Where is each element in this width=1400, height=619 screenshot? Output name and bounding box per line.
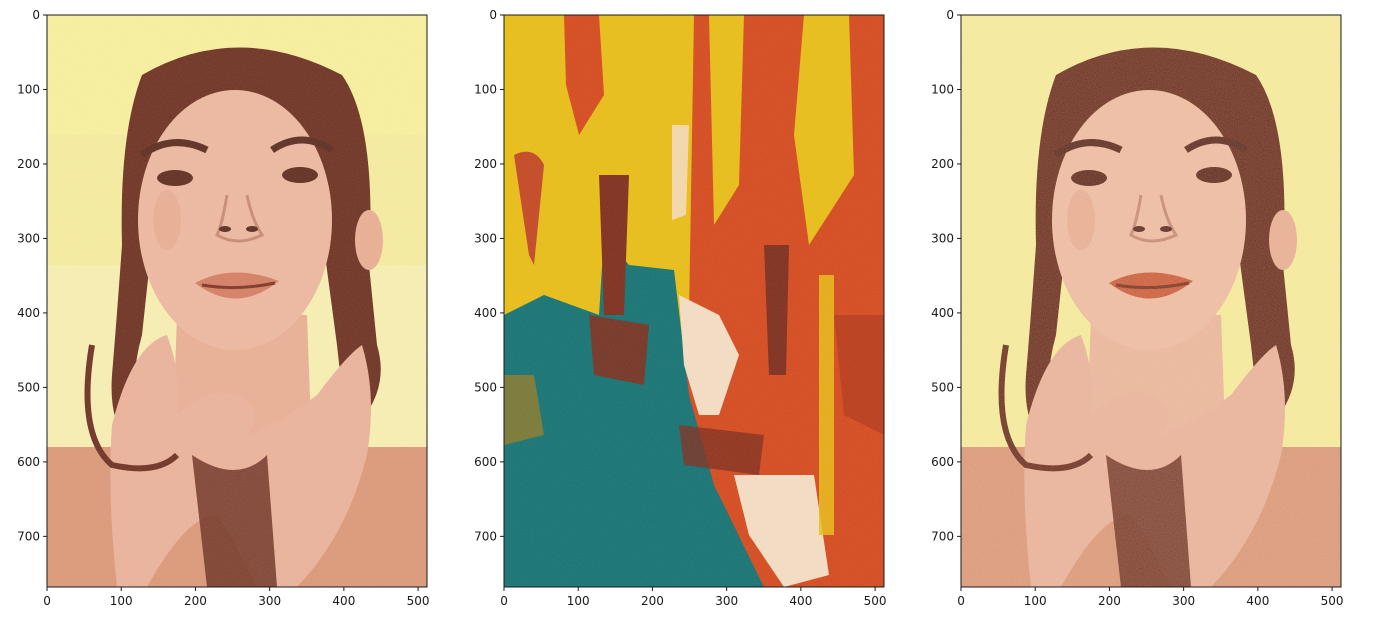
y-tick-label: 100	[474, 82, 497, 96]
x-tick-label: 200	[641, 594, 664, 608]
y-tick-label: 500	[931, 380, 954, 394]
panel-1: 0 100 200 300 400 500 600 700 0 100 200 300 400 500	[17, 8, 429, 608]
axes-frame	[960, 14, 1342, 588]
x-tick-label: 500	[1321, 594, 1344, 608]
portrait-stylized-image	[961, 15, 1341, 587]
y-tick-label: 700	[474, 529, 497, 543]
x-tick-label: 200	[184, 594, 207, 608]
x-tick-label: 0	[957, 594, 965, 608]
x-tick-label: 100	[110, 594, 133, 608]
x-tick-label: 200	[1098, 594, 1121, 608]
x-axis: 0 100 200 300 400 500	[500, 587, 887, 608]
y-tick-label: 100	[931, 82, 954, 96]
x-tick-label: 300	[1172, 594, 1195, 608]
y-tick-label: 300	[474, 231, 497, 245]
x-tick-label: 400	[1246, 594, 1269, 608]
y-tick-label: 300	[17, 231, 40, 245]
y-tick-label: 500	[17, 380, 40, 394]
y-axis: 0 100 200 300 400 500 600 700	[17, 8, 47, 543]
y-tick-label: 600	[931, 455, 954, 469]
abstract-painting-image	[504, 15, 884, 587]
axes-frame	[46, 14, 428, 588]
y-tick-label: 400	[931, 306, 954, 320]
y-tick-label: 100	[17, 82, 40, 96]
x-tick-label: 300	[258, 594, 281, 608]
y-axis: 0 100 200 300 400 500 600 700	[474, 8, 504, 543]
x-axis: 0 100 200 300 400 500	[957, 587, 1344, 608]
y-tick-label: 400	[17, 306, 40, 320]
panel-3: 0 100 200 300 400 500 600 700 0 100 200 300 400 500	[931, 8, 1343, 608]
portrait-original-image	[47, 15, 427, 587]
x-tick-label: 100	[1024, 594, 1047, 608]
x-tick-label: 500	[864, 594, 887, 608]
x-tick-label: 0	[43, 594, 51, 608]
y-tick-label: 0	[946, 8, 954, 22]
x-tick-label: 0	[500, 594, 508, 608]
x-axis: 0 100 200 300 400 500	[43, 587, 430, 608]
panel-2: 0 100 200 300 400 500 600 700 0 100 200 300 400 500	[474, 8, 886, 608]
x-tick-label: 400	[332, 594, 355, 608]
y-tick-label: 0	[32, 8, 40, 22]
y-tick-label: 200	[931, 157, 954, 171]
y-tick-label: 600	[474, 455, 497, 469]
y-tick-label: 200	[17, 157, 40, 171]
y-tick-label: 700	[931, 529, 954, 543]
y-tick-label: 500	[474, 380, 497, 394]
x-tick-label: 100	[567, 594, 590, 608]
y-tick-label: 600	[17, 455, 40, 469]
y-axis: 0 100 200 300 400 500 600 700	[931, 8, 961, 543]
y-tick-label: 700	[17, 529, 40, 543]
x-tick-label: 300	[715, 594, 738, 608]
y-tick-label: 300	[931, 231, 954, 245]
y-tick-label: 200	[474, 157, 497, 171]
y-tick-label: 400	[474, 306, 497, 320]
x-tick-label: 500	[407, 594, 430, 608]
axes-frame	[503, 14, 885, 588]
y-tick-label: 0	[489, 8, 497, 22]
x-tick-label: 400	[789, 594, 812, 608]
